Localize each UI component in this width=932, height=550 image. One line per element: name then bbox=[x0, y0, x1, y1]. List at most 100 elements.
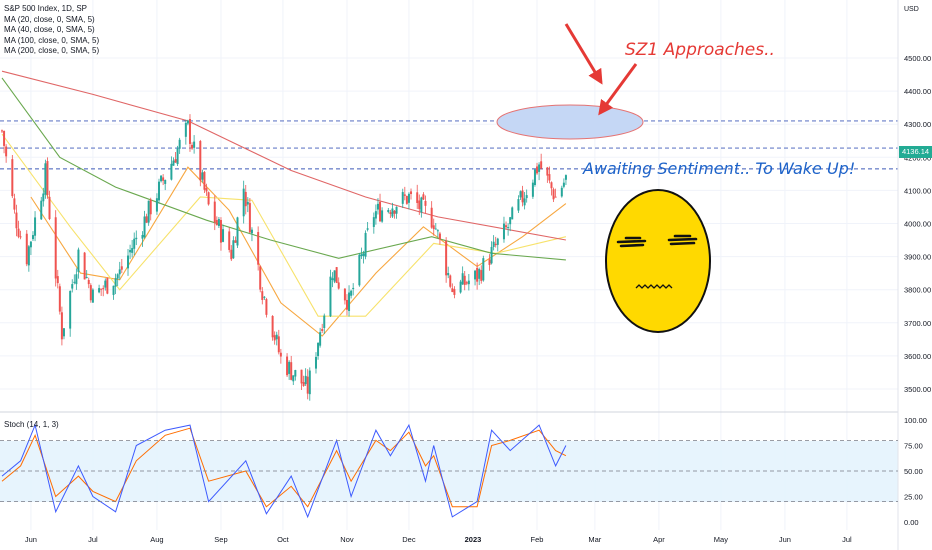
candle-body bbox=[407, 193, 410, 203]
candle-body bbox=[145, 216, 148, 223]
price-tick-label: 4400.00 bbox=[904, 87, 931, 96]
candle-body bbox=[333, 270, 336, 282]
candle-body bbox=[160, 175, 163, 182]
candle-body bbox=[350, 290, 353, 296]
candle-body bbox=[352, 287, 355, 290]
resistance-levels bbox=[0, 120, 898, 170]
candle-body bbox=[449, 275, 452, 287]
legend-ma100[interactable]: MA (100, close, 0, SMA, 5) bbox=[4, 35, 100, 45]
symbol-title[interactable]: S&P 500 Index, 1D, SP bbox=[4, 4, 88, 13]
candle-body bbox=[172, 160, 175, 166]
candle-body bbox=[242, 188, 245, 217]
candle-body bbox=[277, 336, 280, 353]
price-tick-label: 4300.00 bbox=[904, 120, 931, 129]
time-tick-label: 2023 bbox=[465, 535, 482, 544]
candle-body bbox=[381, 210, 384, 222]
candle-body bbox=[562, 182, 565, 187]
candle-body bbox=[27, 246, 30, 266]
annotation-title: SZ1 Approaches.. bbox=[625, 40, 775, 60]
candle-body bbox=[85, 277, 88, 279]
candle-body bbox=[106, 278, 109, 294]
candle-body bbox=[17, 228, 20, 237]
candle-body bbox=[11, 159, 14, 197]
candle-body bbox=[521, 190, 524, 203]
time-axis[interactable]: Jun Jul Aug Sep Oct Nov Dec 2023 Feb Mar Apr May Jun… bbox=[25, 535, 852, 544]
wavy-mouth bbox=[635, 284, 673, 289]
candle-body bbox=[213, 201, 216, 223]
time-tick-label: Feb bbox=[531, 535, 544, 544]
price-tick-label: 3600.00 bbox=[904, 352, 931, 361]
stoch-legend[interactable]: Stoch (14, 1, 3) bbox=[4, 420, 59, 429]
legend-ma40[interactable]: MA (40, close, 0, SMA, 5) bbox=[4, 25, 95, 34]
face bbox=[605, 189, 711, 333]
candle-body bbox=[219, 219, 222, 243]
candle-body bbox=[317, 342, 320, 357]
candle-body bbox=[476, 267, 479, 282]
time-tick-label: Dec bbox=[402, 535, 416, 544]
candle-body bbox=[232, 240, 235, 259]
candle-body bbox=[118, 269, 121, 275]
candle-body bbox=[451, 288, 454, 293]
candle-body bbox=[71, 284, 74, 289]
candle-body bbox=[366, 228, 369, 230]
candle-body bbox=[395, 206, 398, 214]
candle-body bbox=[15, 212, 18, 229]
legend-ma20[interactable]: MA (20, close, 0, SMA, 5) bbox=[4, 14, 95, 24]
ma-line-2 bbox=[1, 77, 566, 261]
candle-body bbox=[348, 292, 351, 312]
arrow-right bbox=[598, 63, 638, 116]
candle-body bbox=[511, 207, 514, 220]
candle-body bbox=[87, 279, 90, 285]
candle-body bbox=[420, 197, 423, 213]
candle-body bbox=[250, 229, 253, 234]
candle-body bbox=[149, 199, 152, 215]
candle-body bbox=[98, 288, 101, 293]
candle-body bbox=[234, 240, 237, 243]
supply-zone-sz1[interactable] bbox=[496, 104, 644, 140]
candle-body bbox=[323, 315, 326, 329]
candle-body bbox=[337, 282, 340, 289]
candle-body bbox=[306, 376, 309, 394]
price-axis[interactable]: 3500.00 3600.00 3700.00 3800.00 3900.00 4000.… bbox=[904, 54, 931, 394]
candle-body bbox=[176, 148, 179, 165]
candle-body bbox=[548, 174, 551, 181]
price-tick-label: 4500.00 bbox=[904, 54, 931, 63]
candle-body bbox=[379, 201, 382, 222]
time-tick-label: Oct bbox=[277, 535, 290, 544]
candle-body bbox=[418, 200, 421, 210]
candle-body bbox=[550, 182, 553, 189]
candle-body bbox=[424, 200, 427, 206]
candle-body bbox=[186, 120, 189, 124]
candle-body bbox=[525, 195, 528, 199]
candle-body bbox=[422, 194, 425, 200]
currency-label: USD bbox=[904, 6, 919, 13]
candle-body bbox=[91, 289, 94, 303]
candle-body bbox=[170, 163, 173, 180]
candle-body bbox=[329, 276, 332, 317]
legend-ma200[interactable]: MA (200, close, 0, SMA, 5) bbox=[4, 46, 100, 55]
ma-line-3 bbox=[1, 70, 566, 241]
candle-body bbox=[19, 236, 22, 238]
candle-body bbox=[201, 172, 204, 180]
candle-body bbox=[438, 233, 441, 240]
candle-body bbox=[42, 193, 45, 202]
candle-body bbox=[259, 266, 262, 290]
candle-body bbox=[360, 254, 363, 257]
moving-averages bbox=[1, 70, 567, 337]
candle-body bbox=[29, 241, 32, 248]
candle-body bbox=[496, 238, 499, 245]
candle-body bbox=[308, 370, 311, 395]
candle-body bbox=[265, 299, 268, 315]
left-eye-icon bbox=[616, 236, 647, 248]
time-tick-label: Jul bbox=[842, 535, 852, 544]
candle-body bbox=[112, 285, 115, 295]
time-tick-label: Apr bbox=[653, 535, 665, 544]
indicator-legend: S&P 500 Index, 1D, SP MA (20, close, 0, … bbox=[4, 4, 99, 57]
candle-body bbox=[261, 291, 264, 300]
stoch-tick-label: 100.00 bbox=[904, 416, 927, 425]
candle-body bbox=[490, 246, 493, 264]
candle-body bbox=[343, 288, 346, 301]
candle-body bbox=[393, 210, 396, 214]
candle-body bbox=[273, 335, 276, 341]
candle-body bbox=[114, 278, 117, 287]
